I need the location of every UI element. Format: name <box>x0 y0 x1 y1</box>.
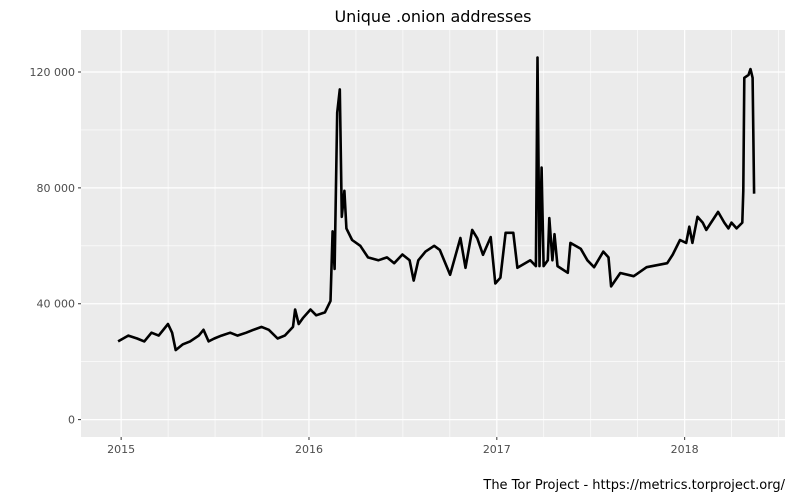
x-tick-label: 2018 <box>671 443 699 456</box>
y-tick-label: 80 000 <box>37 182 76 195</box>
x-tick-label: 2017 <box>483 443 511 456</box>
x-tick-label: 2015 <box>107 443 135 456</box>
y-tick-label: 0 <box>68 414 75 427</box>
y-tick-label: 40 000 <box>37 298 76 311</box>
chart-title: Unique .onion addresses <box>334 7 531 26</box>
series-line <box>117 56 756 352</box>
y-tick-label: 120 000 <box>30 66 76 79</box>
chart-caption: The Tor Project - https://metrics.torpro… <box>482 478 785 493</box>
x-tick-label: 2016 <box>295 443 323 456</box>
x-axis: 2015 2016 2017 2018 <box>107 437 699 456</box>
gridlines <box>81 30 785 437</box>
y-axis: 0 40 000 80 000 120 000 <box>30 66 81 427</box>
plot-panel <box>81 30 785 437</box>
